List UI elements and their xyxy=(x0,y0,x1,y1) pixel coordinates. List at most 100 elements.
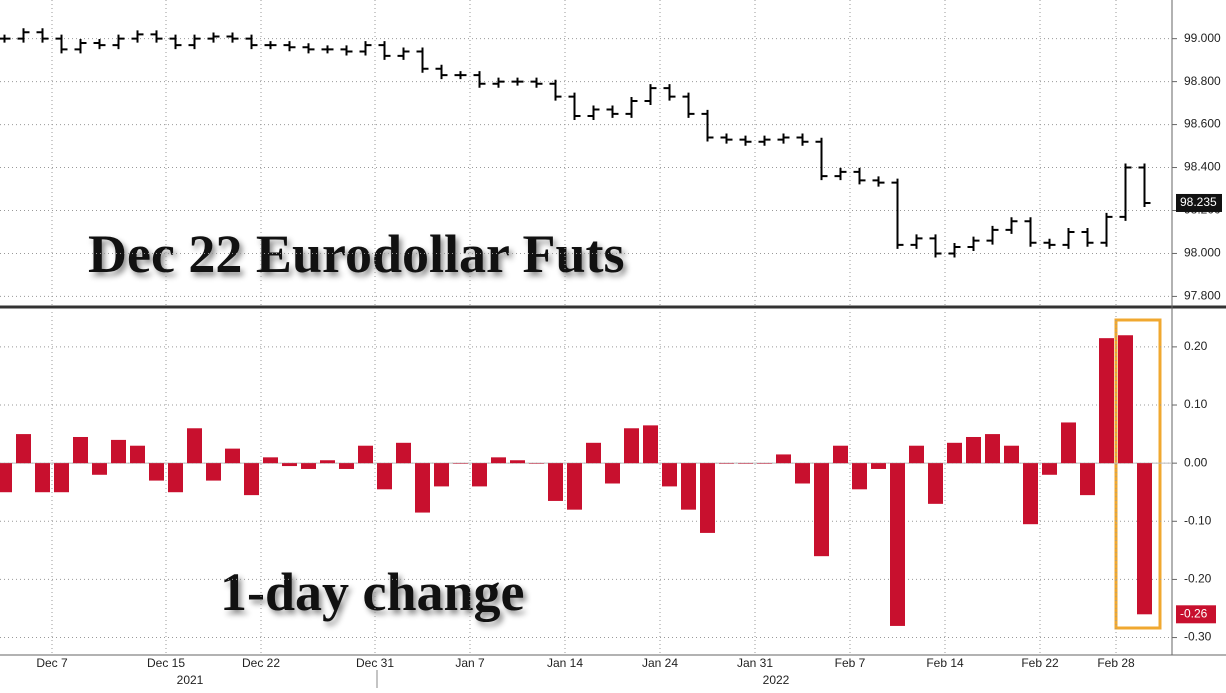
y-tick-label: 99.000 xyxy=(1184,31,1221,45)
y-tick-label: 0.00 xyxy=(1184,455,1208,469)
price-bar xyxy=(36,28,49,43)
bar xyxy=(263,457,278,464)
bar xyxy=(434,463,449,487)
price-bar xyxy=(568,92,581,120)
price-bar xyxy=(606,105,619,118)
price-bar xyxy=(207,32,220,43)
bar xyxy=(1080,463,1095,496)
bar xyxy=(339,463,354,469)
price-bar xyxy=(1005,217,1018,234)
price-bar xyxy=(245,34,258,50)
bar xyxy=(168,463,183,493)
price-bar xyxy=(0,34,11,43)
bar xyxy=(415,463,430,513)
price-bar xyxy=(226,32,239,43)
price-bar xyxy=(929,234,942,258)
bar xyxy=(510,460,525,464)
bar xyxy=(1004,445,1019,464)
x-tick-label: Dec 15 xyxy=(147,656,185,670)
y-tick-label: 98.800 xyxy=(1184,74,1221,88)
bar xyxy=(871,463,886,469)
price-bar xyxy=(511,77,524,86)
price-bar xyxy=(815,137,828,181)
bar xyxy=(700,463,715,533)
x-tick-label: Jan 31 xyxy=(737,656,773,670)
y-tick-label: 98.000 xyxy=(1184,246,1221,260)
price-bar xyxy=(834,167,847,181)
x-tick-label: Jan 7 xyxy=(455,656,485,670)
bar xyxy=(453,463,468,464)
price-bar xyxy=(587,105,600,120)
bar xyxy=(111,439,126,464)
price-bar xyxy=(1100,212,1113,247)
bar xyxy=(1061,422,1076,464)
y-tick-label: 0.20 xyxy=(1184,339,1208,353)
price-bar xyxy=(397,47,410,60)
price-bar xyxy=(549,79,562,101)
price-bar xyxy=(625,96,638,118)
last-value-box xyxy=(1176,193,1222,212)
x-tick-label: Jan 24 xyxy=(642,656,678,670)
price-bar xyxy=(131,30,144,43)
price-bar xyxy=(17,28,30,43)
bar xyxy=(605,463,620,484)
price-bar xyxy=(720,133,733,144)
bar xyxy=(130,445,145,464)
price-bar xyxy=(872,176,885,187)
bar xyxy=(681,463,696,510)
bar xyxy=(624,428,639,464)
price-bar xyxy=(777,133,790,144)
y-tick-label: 98.400 xyxy=(1184,160,1221,174)
bar xyxy=(35,463,50,493)
x-tick-label: Feb 14 xyxy=(926,656,964,670)
price-bar xyxy=(74,38,87,54)
bar xyxy=(1137,463,1152,615)
x-tick-label: Jan 14 xyxy=(547,656,583,670)
bar xyxy=(757,463,772,464)
price-bar xyxy=(340,45,353,56)
bar xyxy=(738,463,753,464)
x-tick-label: Feb 22 xyxy=(1021,656,1059,670)
bar xyxy=(396,442,411,464)
price-bar xyxy=(1043,238,1056,249)
bar xyxy=(966,436,981,464)
bar xyxy=(833,445,848,464)
bar xyxy=(244,463,259,496)
price-bar xyxy=(644,84,657,105)
x-tick-label: Feb 7 xyxy=(835,656,866,670)
x-tick-label: Dec 7 xyxy=(36,656,68,670)
price-bar xyxy=(1024,217,1037,247)
price-bar xyxy=(530,77,543,88)
bar xyxy=(928,463,943,504)
price-bar xyxy=(1138,163,1151,207)
bar xyxy=(1099,338,1114,464)
y-tick-label: -0.30 xyxy=(1184,630,1212,644)
price-bar xyxy=(1062,227,1075,249)
highlight-box xyxy=(1114,318,1162,630)
price-bar xyxy=(378,41,391,60)
price-bar xyxy=(492,77,505,88)
price-bar xyxy=(150,30,163,43)
bar xyxy=(776,454,791,464)
x-tick-label: Dec 31 xyxy=(356,656,394,670)
last-value-label: -0.26 xyxy=(1180,606,1208,620)
price-bar xyxy=(55,34,68,54)
bar xyxy=(643,425,658,464)
bar xyxy=(377,463,392,490)
price-bar xyxy=(682,92,695,118)
price-bar xyxy=(891,178,904,249)
price-bar xyxy=(454,71,467,80)
panel-title: Dec 22 Eurodollar Futs xyxy=(88,224,625,284)
bar xyxy=(358,445,373,464)
bar xyxy=(719,463,734,464)
price-bar xyxy=(1081,227,1094,247)
bar xyxy=(1118,335,1133,464)
price-series xyxy=(0,28,1151,258)
y-tick-label: -0.20 xyxy=(1184,572,1212,586)
y-tick-label: 0.10 xyxy=(1184,397,1208,411)
panel-title: 1-day change xyxy=(220,562,525,622)
bar xyxy=(947,442,962,464)
bar xyxy=(472,463,487,487)
bar xyxy=(54,463,69,493)
